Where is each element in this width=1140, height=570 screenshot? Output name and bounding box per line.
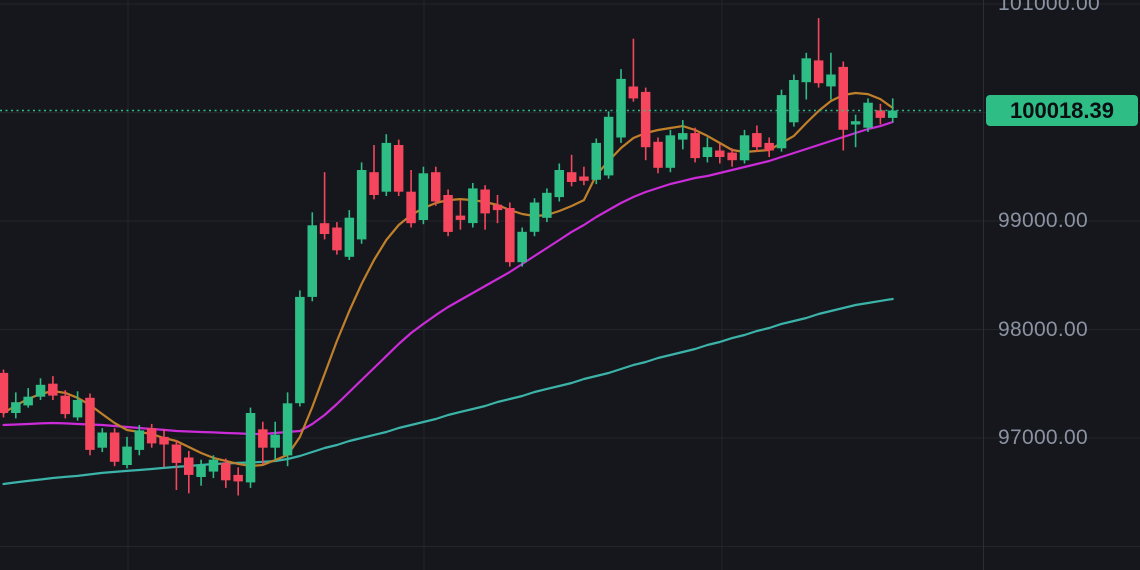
- candle: [566, 172, 577, 182]
- price-axis-label: 99000.00: [998, 209, 1088, 232]
- candle: [776, 95, 787, 149]
- candle: [653, 141, 663, 168]
- candle: [752, 133, 762, 148]
- candle: [418, 173, 429, 220]
- candle: [11, 402, 21, 413]
- candle: [245, 413, 256, 483]
- candle: [492, 204, 503, 211]
- candle: [196, 465, 206, 477]
- candle: [295, 296, 305, 404]
- price-axis-label: 97000.00: [998, 426, 1088, 449]
- candle: [801, 58, 811, 83]
- candle: [35, 384, 46, 397]
- candle: [455, 215, 466, 220]
- candle: [159, 436, 169, 445]
- candle: [233, 474, 243, 482]
- candle: [542, 192, 552, 218]
- candle: [85, 397, 95, 450]
- candle: [628, 86, 639, 99]
- candle: [270, 434, 280, 448]
- candle: [603, 116, 614, 176]
- candle: [678, 133, 688, 140]
- candle: [332, 227, 342, 251]
- candle: [282, 403, 293, 456]
- candle: [789, 80, 799, 123]
- candle: [863, 102, 873, 128]
- candle: [369, 172, 379, 195]
- price-axis-label: 98000.00: [998, 317, 1088, 341]
- candle: [554, 170, 564, 198]
- candles-series: [0, 18, 898, 496]
- candle: [838, 66, 848, 130]
- candle: [887, 110, 898, 118]
- candle: [850, 121, 861, 125]
- candle: [319, 223, 330, 234]
- candle: [591, 142, 601, 180]
- candle: [813, 60, 824, 84]
- ma-slow-line: [2, 297, 894, 486]
- candle: [826, 74, 836, 87]
- candle: [122, 446, 132, 465]
- candle: [134, 430, 145, 450]
- candle: [431, 172, 441, 202]
- candle: [72, 400, 83, 418]
- candle: [307, 225, 317, 297]
- candle: [579, 176, 589, 181]
- candle: [208, 459, 219, 472]
- candle: [616, 78, 626, 138]
- candle: [221, 462, 231, 481]
- candle: [344, 217, 355, 257]
- candle: [665, 135, 676, 168]
- candle: [468, 188, 478, 224]
- candle: [480, 189, 490, 214]
- candle: [529, 202, 540, 232]
- candle: [97, 432, 107, 448]
- candle: [715, 150, 725, 157]
- candle: [640, 91, 651, 148]
- candle: [146, 428, 157, 444]
- candle: [48, 383, 58, 396]
- candle: [505, 208, 515, 263]
- last-price-badge: 100018.39: [986, 95, 1138, 126]
- candle: [393, 145, 404, 192]
- candle: [764, 142, 774, 151]
- candle: [109, 432, 120, 462]
- candle: [381, 142, 392, 192]
- candle: [739, 135, 750, 161]
- price-axis[interactable]: 101000.00 99000.00 98000.00 97000.00 100018…: [983, 0, 1140, 570]
- candle: [406, 191, 416, 224]
- candle: [443, 195, 453, 232]
- candle: [875, 110, 886, 118]
- candle: [184, 457, 194, 475]
- candle: [727, 152, 737, 161]
- price-axis-label: 101000.00: [998, 0, 1100, 15]
- candle: [60, 395, 70, 415]
- candle: [517, 231, 527, 263]
- candle: [171, 444, 182, 463]
- candle: [0, 372, 9, 413]
- candle: [258, 429, 268, 448]
- candle: [356, 170, 367, 240]
- candle: [23, 396, 33, 406]
- candle: [690, 133, 700, 159]
- candle: [702, 147, 713, 157]
